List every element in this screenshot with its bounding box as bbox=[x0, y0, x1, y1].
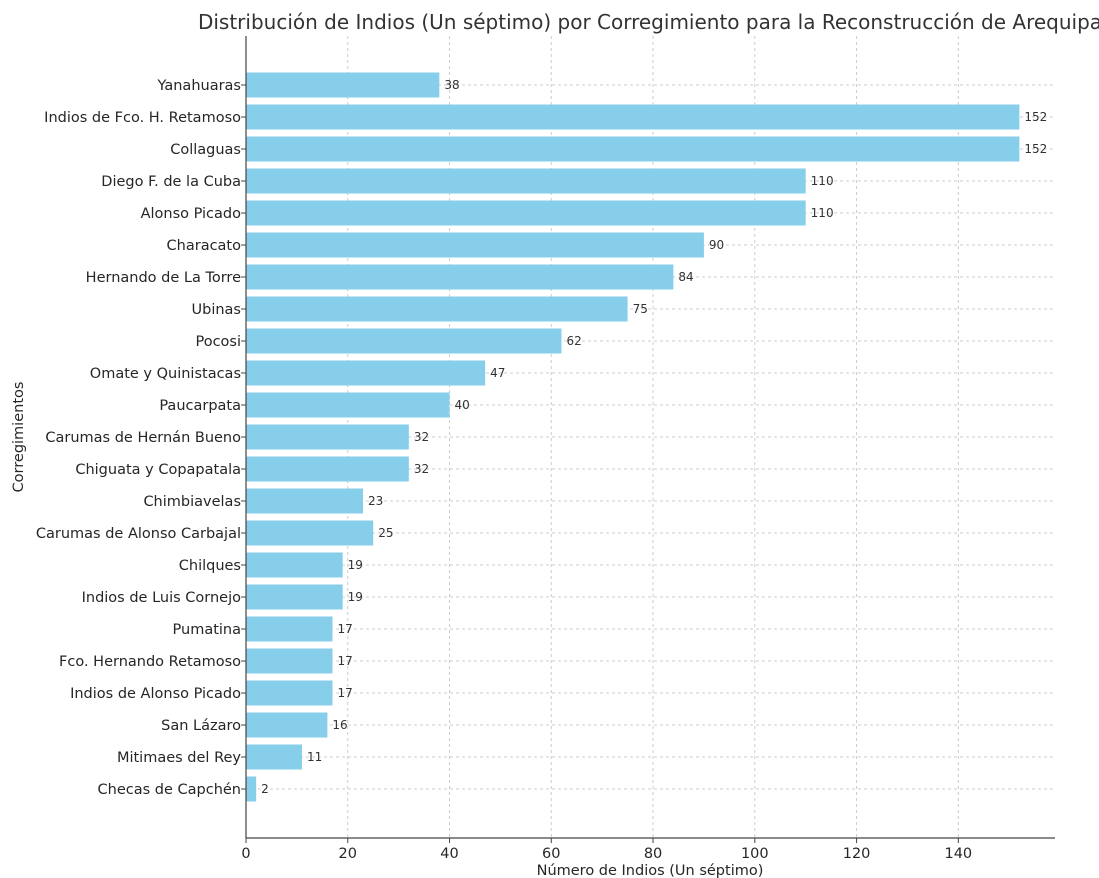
x-tick-label: 0 bbox=[241, 846, 250, 862]
bar-value-label: 32 bbox=[414, 462, 429, 476]
bar-value-label: 110 bbox=[811, 174, 834, 188]
category-label: Carumas de Hernán Bueno bbox=[45, 430, 241, 446]
category-label: Omate y Quinistacas bbox=[90, 366, 241, 382]
bar bbox=[246, 136, 1020, 162]
bar bbox=[246, 296, 628, 322]
bar bbox=[246, 424, 409, 450]
x-tick-label: 100 bbox=[741, 846, 769, 862]
bar bbox=[246, 72, 440, 98]
x-tick-label: 20 bbox=[339, 846, 357, 862]
bar-value-label: 2 bbox=[261, 782, 269, 796]
category-label: Fco. Hernando Retamoso bbox=[59, 654, 241, 670]
bar-value-label: 38 bbox=[444, 78, 459, 92]
category-label: Alonso Picado bbox=[141, 206, 242, 222]
bar-value-label: 16 bbox=[332, 718, 347, 732]
bar bbox=[246, 168, 806, 194]
bar bbox=[246, 456, 409, 482]
x-tick-label: 140 bbox=[944, 846, 972, 862]
bar bbox=[246, 552, 343, 578]
bar bbox=[246, 264, 674, 290]
bar-value-label: 32 bbox=[414, 430, 429, 444]
bar bbox=[246, 200, 806, 226]
category-label: Pocosi bbox=[195, 334, 241, 350]
x-tick-label: 120 bbox=[843, 846, 871, 862]
y-axis-label: Corregimientos bbox=[11, 382, 27, 493]
category-label: Chilques bbox=[179, 558, 241, 574]
category-label: Indios de Luis Cornejo bbox=[82, 590, 242, 606]
bar bbox=[246, 392, 450, 418]
bar bbox=[246, 648, 333, 674]
category-label: Pumatina bbox=[173, 622, 241, 638]
category-label: Collaguas bbox=[170, 142, 241, 158]
bar bbox=[246, 712, 328, 738]
bar bbox=[246, 616, 333, 642]
category-label: Mitimaes del Rey bbox=[117, 750, 241, 766]
x-tick-label: 40 bbox=[440, 846, 458, 862]
category-label: Indios de Fco. H. Retamoso bbox=[44, 110, 241, 126]
x-tick-label: 60 bbox=[542, 846, 560, 862]
bar-value-label: 152 bbox=[1024, 110, 1047, 124]
bar-value-label: 19 bbox=[348, 558, 363, 572]
category-label: Hernando de La Torre bbox=[86, 270, 241, 286]
category-label: Indios de Alonso Picado bbox=[70, 686, 241, 702]
x-tick-label: 80 bbox=[644, 846, 662, 862]
category-label: Ubinas bbox=[192, 302, 241, 318]
bar bbox=[246, 488, 364, 514]
bar-value-label: 25 bbox=[378, 526, 393, 540]
bar-value-label: 23 bbox=[368, 494, 383, 508]
bar bbox=[246, 360, 486, 386]
bar bbox=[246, 744, 302, 770]
x-axis-label: Número de Indios (Un séptimo) bbox=[537, 863, 764, 878]
category-label: Yanahuaras bbox=[157, 78, 242, 94]
category-label: Diego F. de la Cuba bbox=[101, 174, 241, 190]
bar-value-label: 11 bbox=[307, 750, 322, 764]
category-label: Checas de Capchén bbox=[98, 782, 241, 798]
bar bbox=[246, 680, 333, 706]
bar-value-label: 17 bbox=[337, 622, 352, 636]
bar bbox=[246, 328, 562, 354]
bar-value-label: 84 bbox=[678, 270, 693, 284]
category-label: Chimbiavelas bbox=[143, 494, 241, 510]
category-label: Carumas de Alonso Carbajal bbox=[36, 526, 241, 542]
category-label: San Lázaro bbox=[161, 718, 241, 734]
category-label: Characato bbox=[167, 238, 242, 254]
bar-value-label: 152 bbox=[1024, 142, 1047, 156]
value-labels: 38 152 152 110 110 90 84 75 62 47 40 32 32 23 25 19 19 17… bbox=[261, 78, 1047, 796]
bar-value-label: 47 bbox=[490, 366, 505, 380]
bar bbox=[246, 232, 704, 258]
bar-value-label: 90 bbox=[709, 238, 724, 252]
bar-value-label: 62 bbox=[566, 334, 581, 348]
bar bbox=[246, 584, 343, 610]
bar-value-label: 110 bbox=[811, 206, 834, 220]
chart-title: Distribución de Indios (Un séptimo) por … bbox=[198, 10, 1099, 34]
bar-value-label: 17 bbox=[337, 654, 352, 668]
bar bbox=[246, 104, 1020, 130]
category-labels: Yanahuaras Indios de Fco. H. Retamoso Coll… bbox=[36, 78, 246, 798]
bar-value-label: 19 bbox=[348, 590, 363, 604]
bar-value-label: 40 bbox=[455, 398, 470, 412]
bar bbox=[246, 520, 374, 546]
x-ticks: 0 20 40 60 80 100 120 140 bbox=[241, 838, 972, 862]
category-label: Paucarpata bbox=[159, 398, 241, 414]
bar-value-label: 75 bbox=[633, 302, 648, 316]
bar bbox=[246, 776, 257, 802]
category-label: Chiguata y Copapatala bbox=[75, 462, 241, 478]
bars bbox=[246, 72, 1020, 802]
bar-value-label: 17 bbox=[337, 686, 352, 700]
